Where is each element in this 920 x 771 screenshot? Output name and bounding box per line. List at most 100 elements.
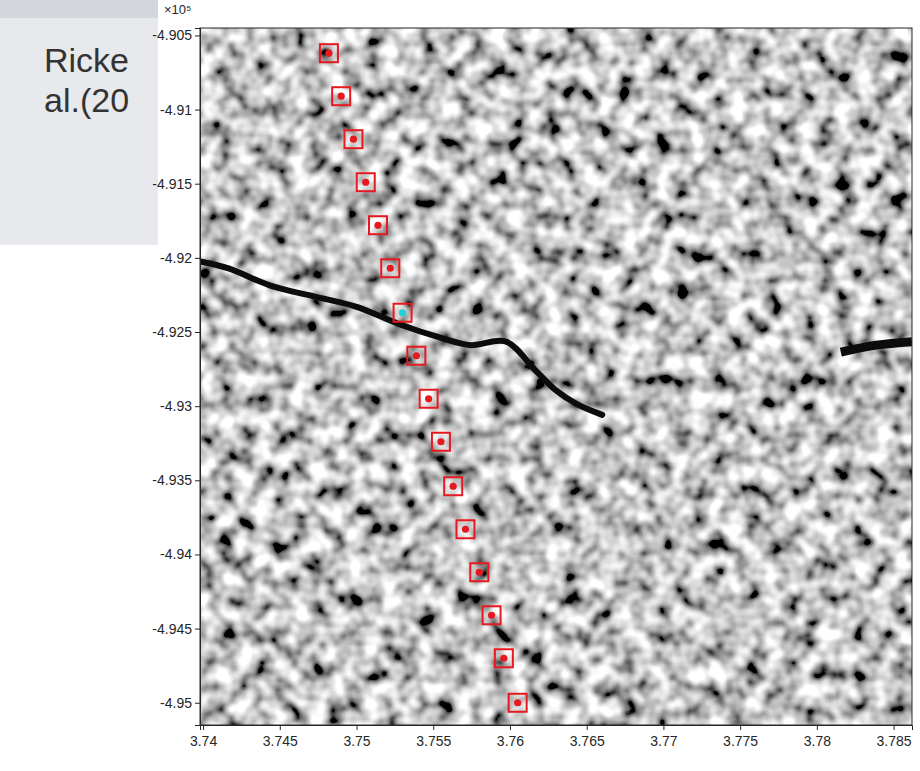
x-tick-mark	[203, 725, 204, 730]
y-tick: -4.925	[152, 324, 200, 340]
x-tick: 3.755	[416, 725, 451, 749]
point	[338, 93, 345, 100]
y-tick-mark	[195, 406, 200, 407]
y-tick-mark	[195, 554, 200, 555]
slide-text: Ricke	[44, 41, 129, 79]
y-tick-mark	[195, 110, 200, 111]
y-tick: -4.91	[160, 102, 200, 118]
slide-panel	[0, 0, 158, 245]
image-feature	[200, 261, 602, 414]
point	[462, 526, 469, 533]
y-tick: -4.95	[160, 695, 200, 711]
y-tick-mark	[195, 35, 200, 36]
x-tick-label: 3.745	[263, 733, 298, 749]
y-tick-label: -4.94	[160, 546, 192, 562]
x-tick-label: 3.775	[723, 733, 758, 749]
y-tick-mark	[195, 480, 200, 481]
point-marker	[444, 477, 462, 495]
point	[374, 222, 381, 229]
figure: Rickeal.(20×10⁵3.743.7453.753.7553.763.7…	[0, 0, 920, 771]
y-tick-mark	[195, 258, 200, 259]
x-tick-label: 3.785	[877, 733, 912, 749]
point	[450, 483, 457, 490]
y-tick-label: -4.93	[160, 398, 192, 414]
x-tick-label: 3.76	[497, 733, 524, 749]
y-tick-mark	[195, 332, 200, 333]
point-marker	[420, 390, 438, 408]
y-tick: -4.935	[152, 472, 200, 488]
point-marker	[470, 563, 488, 581]
plot-area	[200, 28, 912, 725]
x-tick: 3.77	[650, 725, 677, 749]
y-tick-mark	[195, 184, 200, 185]
y-tick: -4.92	[160, 250, 200, 266]
point	[387, 265, 394, 272]
axis-exponent: ×10⁵	[164, 2, 191, 17]
point	[362, 179, 369, 186]
x-tick-label: 3.765	[570, 733, 605, 749]
y-tick-label: -4.95	[160, 695, 192, 711]
plot: 3.74 3.745 3.75 3.755 3.76 3.765 3.77 3.775 3.78…	[152, 27, 912, 748]
point-marker	[394, 304, 412, 322]
x-tick-mark	[894, 725, 895, 730]
point	[514, 699, 521, 706]
slide-text: al.(20	[44, 81, 129, 119]
image-feature	[841, 342, 912, 352]
y-axis: -4.95 -4.945 -4.94 -4.935 -4.93 -4.925 -4.92 -4…	[152, 27, 200, 725]
x-tick: 3.785	[877, 725, 912, 749]
point	[500, 655, 507, 662]
x-tick-label: 3.78	[804, 733, 831, 749]
y-tick-label: -4.915	[152, 176, 192, 192]
point-marker	[495, 649, 513, 667]
point	[399, 309, 406, 316]
x-tick: 3.78	[804, 725, 831, 749]
point-marker	[332, 87, 350, 105]
x-tick-mark	[663, 725, 664, 730]
x-tick-mark	[280, 725, 281, 730]
y-tick-label: -4.92	[160, 250, 192, 266]
y-tick-mark	[195, 703, 200, 704]
x-tick-mark	[357, 725, 358, 730]
y-tick: -4.94	[160, 546, 200, 562]
point	[350, 136, 357, 143]
x-tick-mark	[587, 725, 588, 730]
y-tick: -4.945	[152, 621, 200, 637]
x-tick-mark	[510, 725, 511, 730]
point-marker	[381, 259, 399, 277]
point-marker	[344, 130, 362, 148]
point	[476, 569, 483, 576]
point-marker	[369, 216, 387, 234]
point-marker	[432, 433, 450, 451]
y-tick-mark	[195, 629, 200, 630]
point	[325, 50, 332, 57]
point-marker	[456, 520, 474, 538]
point-marker	[320, 44, 338, 62]
x-tick-mark	[740, 725, 741, 730]
plot-frame	[200, 28, 912, 725]
image-background	[200, 28, 912, 725]
y-tick-label: -4.91	[160, 102, 192, 118]
x-tick: 3.75	[343, 725, 370, 749]
x-tick: 3.765	[570, 725, 605, 749]
x-tick: 3.74	[190, 725, 217, 749]
point-marker	[509, 694, 527, 712]
x-axis-line	[201, 726, 913, 731]
x-axis: 3.74 3.745 3.75 3.755 3.76 3.765 3.77 3.775 3.78…	[190, 725, 913, 749]
y-tick: -4.915	[152, 176, 200, 192]
x-tick-label: 3.77	[650, 733, 677, 749]
x-tick: 3.745	[263, 725, 298, 749]
slide-band	[0, 0, 158, 18]
point-marker	[407, 347, 425, 365]
point	[413, 352, 420, 359]
x-tick-mark	[433, 725, 434, 730]
y-tick-label: -4.945	[152, 621, 192, 637]
y-tick-label: -4.935	[152, 472, 192, 488]
point	[425, 395, 432, 402]
x-tick: 3.76	[497, 725, 524, 749]
point-marker	[483, 606, 501, 624]
y-tick-label: -4.905	[152, 27, 192, 43]
figure-background	[158, 0, 920, 771]
x-tick-label: 3.755	[416, 733, 451, 749]
point	[488, 612, 495, 619]
x-tick-mark	[817, 725, 818, 730]
